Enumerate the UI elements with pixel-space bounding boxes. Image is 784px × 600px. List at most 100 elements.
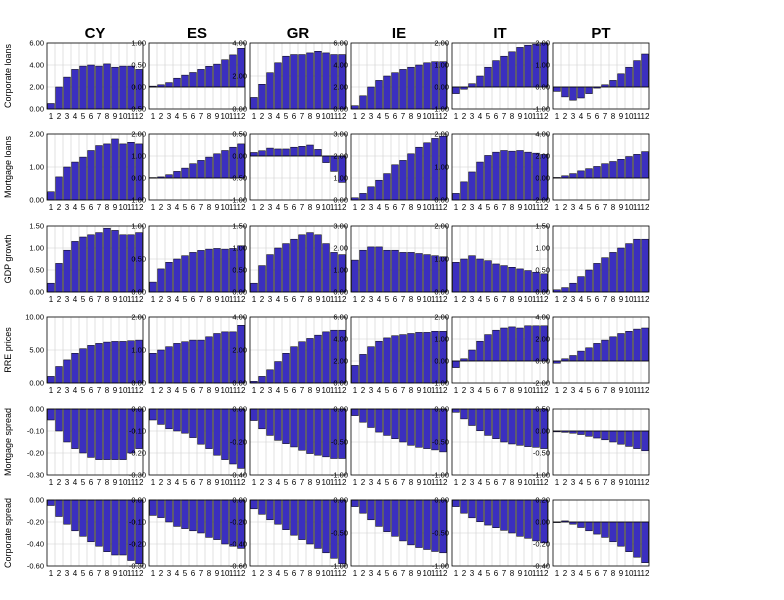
panel-corporate-spread-ie-bar-2	[359, 499, 367, 514]
panel-gdp-growth-gr-xtick-label: 4	[276, 295, 281, 304]
panel-corporate-spread-cy-bar-1	[47, 499, 55, 506]
panel-mortgage-loans-pt-xtick-label: 8	[611, 203, 616, 212]
panel-mortgage-loans-it-bar-3	[468, 171, 476, 201]
panel-rre-prices-es-xtick-label: 1	[151, 386, 156, 395]
panel-mortgage-loans-pt-xtick-label: 4	[579, 203, 584, 212]
panel-mortgage-loans-es-xtick-label: 2	[159, 203, 164, 212]
panel-mortgage-spread-it-xtick-label: 2	[462, 478, 467, 487]
panel-gdp-growth-cy-ytick-label: 0.50	[29, 266, 44, 275]
panel-corporate-spread-pt-bar-11	[633, 521, 641, 558]
panel-mortgage-spread-es-xtick-label: 5	[183, 478, 188, 487]
panel-corporate-spread-cy-ytick-label: 0.00	[29, 496, 44, 505]
panel-corporate-loans-cy-xtick-label: 11	[127, 112, 136, 121]
panel-mortgage-spread-gr-bar-6	[290, 408, 298, 448]
panel-gdp-growth-pt-xtick-label: 10	[625, 295, 634, 304]
panel-corporate-spread-ie-ytick-label: -1.00	[331, 562, 348, 571]
panel-corporate-spread-ie-xtick-label: 8	[409, 569, 414, 578]
panel-corporate-loans-ie-bar-1	[351, 105, 359, 110]
panel-mortgage-spread-it-ytick-label: -0.50	[432, 438, 449, 447]
panel-gdp-growth-gr-bar-9	[314, 234, 322, 293]
panel-gdp-growth-es-ytick-label: 1.00	[131, 222, 146, 231]
panel-rre-prices-cy-bar-8	[103, 341, 111, 384]
panel-corporate-loans-gr-bar-9	[314, 51, 322, 110]
panel-mortgage-loans-gr-bar-4	[274, 148, 282, 157]
panel-mortgage-loans-ie-xtick-label: 8	[409, 203, 414, 212]
panel-corporate-loans-ie-xtick-label: 12	[439, 112, 448, 121]
panel-mortgage-spread-it-xtick-label: 12	[540, 478, 549, 487]
panel-corporate-loans-ie-ytick-label: 0.00	[333, 105, 348, 114]
panel-corporate-loans-gr-bar-10	[322, 52, 330, 110]
panel-mortgage-spread-ie-xtick-label: 10	[423, 478, 432, 487]
panel-rre-prices-gr-xtick-label: 6	[292, 386, 297, 395]
panel-gdp-growth-pt-bar-7	[601, 257, 609, 293]
panel-mortgage-spread-pt-ytick-label: 0.00	[535, 427, 550, 436]
panel-gdp-growth-ie-xtick-label: 2	[361, 295, 366, 304]
panel-corporate-spread-ie-bar-7	[399, 499, 407, 542]
panel-mortgage-spread-ie-bar-7	[399, 408, 407, 443]
panel-gdp-growth-es-xtick-label: 1	[151, 295, 156, 304]
panel-gdp-growth-pt-xtick-label: 5	[587, 295, 592, 304]
panel-corporate-spread-cy-xtick-label: 12	[135, 569, 144, 578]
panel-corporate-spread-ie-xtick-label: 1	[353, 569, 358, 578]
panel-corporate-loans-es-xtick-label: 3	[167, 112, 172, 121]
panel-corporate-loans-ie-xtick-label: 5	[385, 112, 390, 121]
panel-rre-prices-gr-xtick-label: 9	[316, 386, 321, 395]
panel-corporate-spread-ie-bar-11	[431, 499, 439, 552]
panel-mortgage-loans-cy-ytick-label: 2.00	[29, 130, 44, 139]
panel-mortgage-spread-es-bar-4	[173, 408, 181, 432]
panel-mortgage-spread-gr-bar-1	[250, 408, 258, 421]
panel-mortgage-spread-it-xtick-label: 8	[510, 478, 515, 487]
panel-corporate-spread-pt-xtick-label: 10	[625, 569, 634, 578]
panel-corporate-loans-cy-xtick-label: 12	[135, 112, 144, 121]
panel-corporate-loans-ie-xtick-label: 8	[409, 112, 414, 121]
panel-mortgage-loans-cy-bar-2	[55, 176, 63, 201]
panel-gdp-growth-ie-bar-9	[415, 253, 423, 293]
panel-rre-prices-cy-ytick-label: 0.00	[29, 379, 44, 388]
panel-rre-prices-cy-xtick-label: 9	[113, 386, 118, 395]
panel-mortgage-loans-gr-bar-2	[258, 150, 266, 157]
panel-corporate-loans-gr-xtick-label: 7	[300, 112, 305, 121]
panel-mortgage-loans-pt-bar-8	[609, 161, 617, 179]
panel-rre-prices-es-xtick-label: 8	[207, 386, 212, 395]
panel-mortgage-spread-cy-bar-3	[63, 408, 71, 443]
panel-mortgage-spread-cy-ytick-label: -0.20	[27, 449, 44, 458]
panel-corporate-loans-es-bar-7	[197, 69, 205, 88]
panel-mortgage-loans-pt-xtick-label: 1	[555, 203, 560, 212]
panel-gdp-growth-pt-xtick-label: 11	[633, 295, 642, 304]
panel-mortgage-loans-es-ytick-label: 1.00	[131, 152, 146, 161]
panel-corporate-loans-es-ytick-label: 0.50	[131, 61, 146, 70]
panel-rre-prices-pt-bar-12	[641, 327, 649, 362]
panel-rre-prices-cy-xtick-label: 12	[135, 386, 144, 395]
panel-mortgage-spread-es-xtick-label: 2	[159, 478, 164, 487]
panel-gdp-growth-ie-ytick-label: 0.00	[333, 288, 348, 297]
panel-mortgage-spread-cy-xtick-label: 6	[89, 478, 94, 487]
panel-corporate-loans-it-bar-3	[468, 83, 476, 88]
panel-corporate-spread-gr-xtick-label: 10	[322, 569, 331, 578]
panel-rre-prices-pt-bar-5	[585, 347, 593, 362]
panel-corporate-spread-ie-bar-1	[351, 499, 359, 507]
panel-gdp-growth-pt-ytick-label: 0.50	[535, 266, 550, 275]
panel-rre-prices-pt-ytick-label: 0.00	[535, 357, 550, 366]
panel-rre-prices-it-bar-5	[484, 334, 492, 362]
panel-gdp-growth-gr-bar-1	[250, 282, 258, 293]
panel-mortgage-spread-gr-bar-10	[322, 408, 330, 458]
panel-mortgage-spread-it-xtick-label: 6	[494, 478, 499, 487]
panel-rre-prices-es-bar-10	[221, 331, 229, 384]
panel-gdp-growth-pt-ytick-label: 1.00	[535, 244, 550, 253]
panel-corporate-spread-cy-ytick-label: -0.60	[27, 562, 44, 571]
panel-corporate-spread-it-bar-1	[452, 499, 460, 507]
panel-mortgage-loans-pt-xtick-label: 10	[625, 203, 634, 212]
panel-gdp-growth-pt-bar-6	[593, 263, 601, 293]
panel-corporate-spread-gr-bar-9	[314, 499, 322, 549]
column-title-it: IT	[493, 25, 506, 42]
panel-corporate-spread-cy-bar-5	[79, 499, 87, 537]
panel-mortgage-spread-es-bar-2	[157, 408, 165, 425]
panel-mortgage-loans-gr-xtick-label: 4	[276, 203, 281, 212]
panel-corporate-spread-es-xtick-label: 12	[237, 569, 246, 578]
panel-corporate-loans-pt-xtick-label: 12	[641, 112, 650, 121]
panel-corporate-loans-it-xtick-label: 9	[518, 112, 523, 121]
panel-corporate-loans-pt-bar-9	[617, 73, 625, 88]
panel-mortgage-loans-pt-ytick-label: -2.00	[533, 196, 550, 205]
panel-gdp-growth-gr-xtick-label: 11	[330, 295, 339, 304]
panel-mortgage-spread-es-bar-1	[149, 408, 157, 421]
